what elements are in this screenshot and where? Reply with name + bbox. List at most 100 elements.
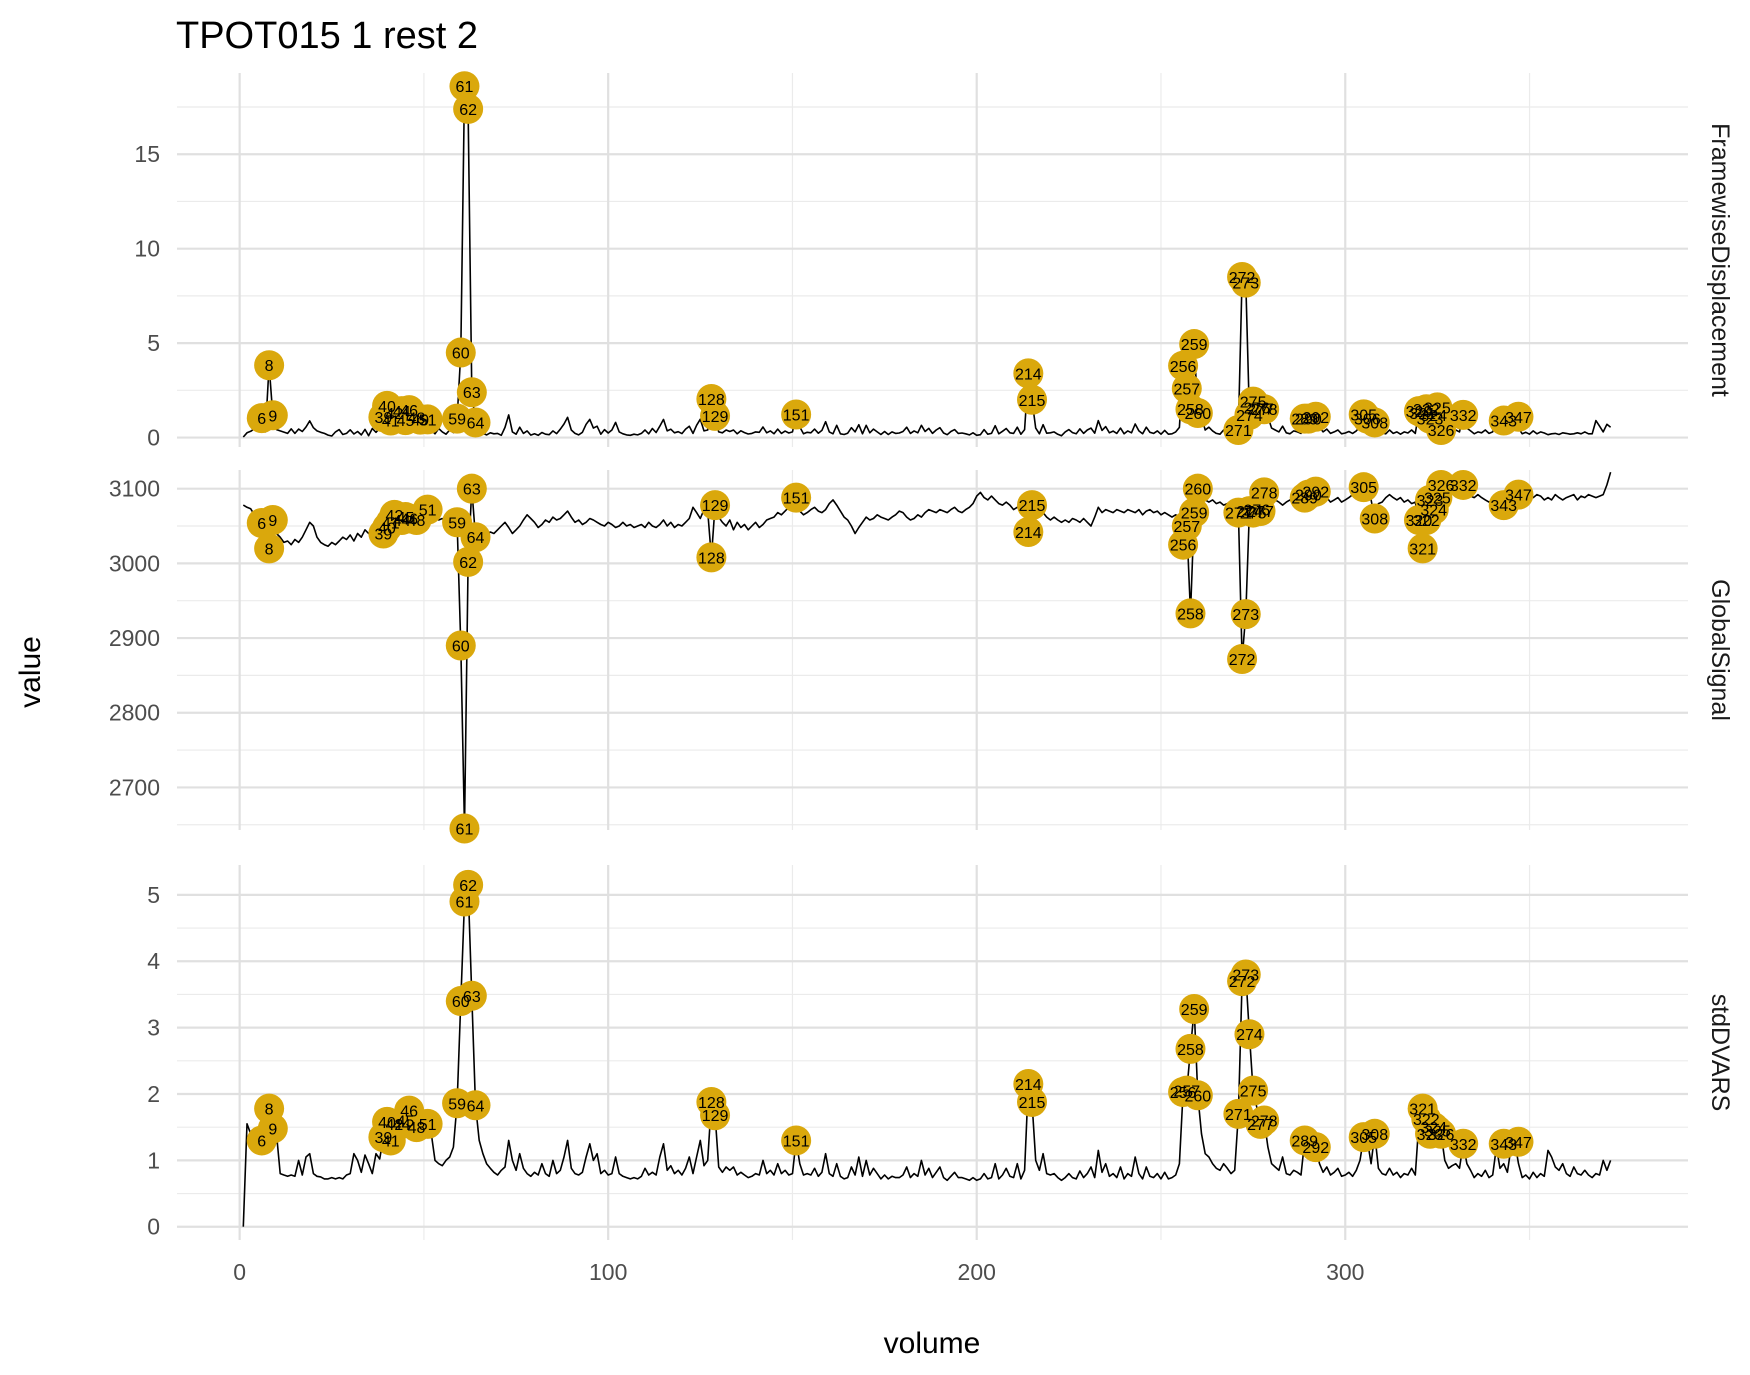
outlier-label: 260 bbox=[1184, 406, 1211, 423]
outlier-label: 129 bbox=[702, 409, 729, 426]
outlier-label: 289 bbox=[1291, 1133, 1318, 1150]
outlier-label: 290 bbox=[1295, 488, 1322, 505]
outlier-point bbox=[1426, 415, 1457, 445]
y-tick-label: 10 bbox=[134, 236, 160, 262]
outlier-point bbox=[412, 1108, 443, 1139]
outlier-label: 256 bbox=[1170, 1085, 1197, 1102]
outlier-point bbox=[460, 522, 491, 553]
outlier-label: 292 bbox=[1302, 410, 1329, 427]
outlier-label: 322 bbox=[1413, 513, 1440, 530]
outlier-point bbox=[1249, 394, 1280, 425]
outlier-point bbox=[257, 400, 288, 431]
outlier-label: 277 bbox=[1247, 504, 1274, 521]
outlier-label: 325 bbox=[1424, 491, 1451, 508]
outlier-label: 321 bbox=[1409, 541, 1436, 558]
outlier-label: 63 bbox=[463, 989, 481, 1006]
outlier-label: 41 bbox=[382, 414, 400, 431]
outlier-label: 321 bbox=[1409, 406, 1436, 423]
outlier-point bbox=[1359, 1118, 1390, 1149]
outlier-label: 215 bbox=[1019, 393, 1046, 410]
outlier-point bbox=[1448, 469, 1479, 500]
outlier-label: 347 bbox=[1505, 488, 1532, 505]
outlier-point bbox=[254, 1093, 285, 1124]
outlier-point bbox=[1179, 329, 1210, 360]
outlier-label: 277 bbox=[1247, 1117, 1274, 1134]
outlier-point bbox=[1013, 516, 1044, 547]
outlier-label: 343 bbox=[1490, 1137, 1517, 1154]
outlier-label: 308 bbox=[1361, 1127, 1388, 1144]
outlier-label: 62 bbox=[459, 878, 477, 895]
outlier-label: 332 bbox=[1450, 1137, 1477, 1154]
outlier-label: 278 bbox=[1251, 1114, 1278, 1131]
y-tick-label: 3 bbox=[147, 1015, 160, 1041]
outlier-point bbox=[453, 546, 484, 577]
outlier-point bbox=[449, 71, 480, 102]
outlier-label: 40 bbox=[378, 1115, 396, 1132]
outlier-label: 273 bbox=[1232, 607, 1259, 624]
outlier-label: 215 bbox=[1019, 1095, 1046, 1112]
outlier-label: 278 bbox=[1251, 485, 1278, 502]
outlier-label: 8 bbox=[265, 358, 274, 375]
outlier-point bbox=[254, 533, 285, 564]
outlier-label: 45 bbox=[397, 510, 415, 527]
outlier-point bbox=[781, 399, 812, 430]
x-tick-label: 200 bbox=[958, 1259, 996, 1285]
outlier-point bbox=[445, 630, 476, 661]
outlier-label: 278 bbox=[1251, 402, 1278, 419]
outlier-label: 326 bbox=[1428, 1127, 1455, 1144]
outlier-label: 60 bbox=[452, 639, 470, 656]
outlier-point bbox=[1017, 1086, 1048, 1117]
outlier-label: 40 bbox=[378, 521, 396, 538]
outlier-label: 214 bbox=[1015, 525, 1042, 542]
outlier-point bbox=[1348, 472, 1379, 503]
outlier-label: 277 bbox=[1247, 401, 1274, 418]
outlier-point bbox=[1249, 1105, 1280, 1136]
y-tick-label: 15 bbox=[134, 141, 160, 167]
outlier-label: 289 bbox=[1291, 412, 1318, 429]
outlier-point bbox=[1234, 1019, 1265, 1050]
outlier-label: 61 bbox=[456, 895, 474, 912]
outlier-label: 273 bbox=[1232, 276, 1259, 293]
outlier-label: 256 bbox=[1170, 359, 1197, 376]
outlier-label: 260 bbox=[1184, 1088, 1211, 1105]
outlier-label: 257 bbox=[1173, 1084, 1200, 1101]
outlier-label: 48 bbox=[408, 513, 426, 530]
outlier-label: 276 bbox=[1243, 400, 1270, 417]
outlier-point bbox=[1426, 469, 1457, 500]
outlier-label: 151 bbox=[783, 408, 810, 425]
outlier-label: 274 bbox=[1236, 408, 1263, 425]
outlier-label: 61 bbox=[456, 79, 474, 96]
outlier-label: 214 bbox=[1015, 1077, 1042, 1094]
outlier-label: 322 bbox=[1413, 402, 1440, 419]
strip-label-globalsignal: GlobalSignal bbox=[1706, 579, 1734, 721]
outlier-label: 61 bbox=[456, 822, 474, 839]
outlier-point bbox=[1503, 1126, 1534, 1157]
outlier-label: 320 bbox=[1406, 513, 1433, 530]
outlier-label: 214 bbox=[1015, 366, 1042, 383]
outlier-label: 64 bbox=[467, 530, 485, 547]
outlier-label: 324 bbox=[1420, 1120, 1447, 1137]
outlier-label: 322 bbox=[1413, 1112, 1440, 1129]
y-tick-label: 2900 bbox=[109, 625, 160, 651]
outlier-label: 305 bbox=[1350, 480, 1377, 497]
outlier-point bbox=[1300, 476, 1331, 507]
outlier-label: 44 bbox=[393, 513, 411, 530]
outlier-label: 343 bbox=[1490, 498, 1517, 515]
outlier-point bbox=[1179, 994, 1210, 1025]
outlier-point bbox=[412, 494, 443, 525]
outlier-point bbox=[453, 93, 484, 124]
panel-framewisedisplacement: 0 5 10 15 FramewiseDisplacement 6 9 8 3940414244… bbox=[134, 71, 1734, 451]
outlier-label: 332 bbox=[1450, 408, 1477, 425]
outlier-point bbox=[1182, 398, 1213, 428]
outlier-label: 305 bbox=[1350, 407, 1377, 424]
outlier-label: 257 bbox=[1173, 381, 1200, 398]
outlier-label: 326 bbox=[1428, 423, 1455, 440]
outlier-point bbox=[696, 542, 727, 573]
outlier-point bbox=[1230, 267, 1261, 298]
outlier-label: 292 bbox=[1302, 485, 1329, 502]
outlier-label: 289 bbox=[1291, 491, 1318, 508]
outlier-point bbox=[254, 350, 285, 381]
outlier-point bbox=[449, 813, 480, 844]
outlier-label: 42 bbox=[386, 406, 404, 423]
